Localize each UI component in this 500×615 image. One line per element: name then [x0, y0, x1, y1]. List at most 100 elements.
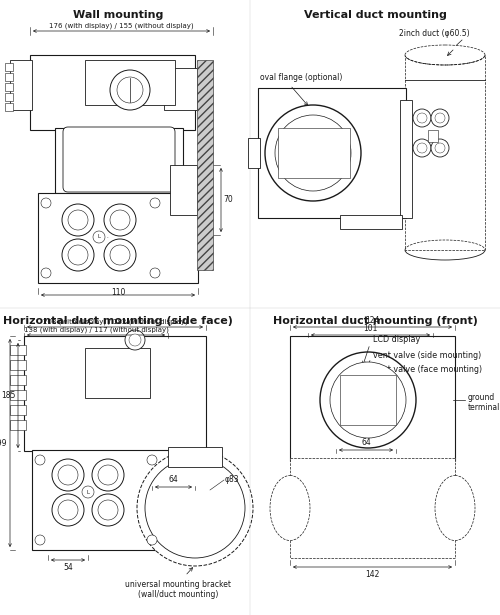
Circle shape	[137, 450, 253, 566]
Text: 54: 54	[63, 563, 73, 572]
Bar	[5, 73, 13, 81]
Circle shape	[92, 494, 124, 526]
Bar	[5, 103, 13, 111]
Bar	[85, 60, 175, 105]
Text: 138 (with display) / 117 (without display): 138 (with display) / 117 (without displa…	[24, 327, 169, 333]
Ellipse shape	[435, 475, 475, 541]
Bar	[30, 55, 195, 130]
Ellipse shape	[405, 45, 485, 65]
Bar	[10, 60, 32, 110]
Circle shape	[98, 465, 118, 485]
Bar	[290, 458, 455, 558]
Text: oval flange (optional): oval flange (optional)	[260, 73, 342, 82]
Bar	[405, 55, 485, 250]
Bar	[340, 375, 396, 425]
Circle shape	[265, 105, 361, 201]
Circle shape	[431, 109, 449, 127]
Bar	[10, 420, 26, 430]
Circle shape	[200, 195, 210, 205]
Bar	[10, 390, 26, 400]
Text: L: L	[86, 490, 90, 494]
Text: .: .	[106, 234, 108, 239]
Circle shape	[93, 231, 105, 243]
Circle shape	[200, 210, 210, 220]
Bar	[400, 100, 412, 218]
Bar	[290, 336, 455, 461]
Text: 2inch duct (φ60.5): 2inch duct (φ60.5)	[400, 29, 470, 38]
Text: Wall mounting: Wall mounting	[73, 10, 163, 20]
Circle shape	[417, 113, 427, 123]
Circle shape	[275, 115, 351, 191]
Bar	[340, 215, 402, 229]
Circle shape	[52, 494, 84, 526]
Text: LCD display: LCD display	[373, 336, 420, 344]
Circle shape	[117, 77, 143, 103]
Circle shape	[52, 459, 84, 491]
Bar	[197, 60, 213, 270]
Bar	[10, 345, 26, 355]
Circle shape	[413, 139, 431, 157]
Circle shape	[435, 113, 445, 123]
Bar	[10, 405, 26, 415]
Circle shape	[58, 500, 78, 520]
Circle shape	[125, 330, 145, 350]
Text: 199: 199	[0, 438, 7, 448]
FancyBboxPatch shape	[63, 127, 175, 192]
Circle shape	[98, 500, 118, 520]
Text: 203 (with display) / 182 (without display): 203 (with display) / 182 (without displa…	[42, 319, 188, 325]
Circle shape	[104, 204, 136, 236]
Text: vent valve (side mounting): vent valve (side mounting)	[373, 351, 481, 360]
Text: ground
terminal: ground terminal	[468, 393, 500, 413]
Bar	[5, 93, 13, 101]
Circle shape	[200, 180, 210, 190]
Bar	[248, 138, 260, 168]
Circle shape	[435, 143, 445, 153]
Circle shape	[129, 334, 141, 346]
Bar	[38, 193, 198, 283]
Bar	[24, 336, 206, 451]
Bar	[5, 63, 13, 71]
Text: 110: 110	[111, 288, 125, 297]
Circle shape	[110, 245, 130, 265]
Circle shape	[41, 198, 51, 208]
Text: Horizontal duct mounting (front): Horizontal duct mounting (front)	[272, 316, 478, 326]
Text: φ83: φ83	[225, 475, 240, 485]
Bar	[428, 130, 438, 142]
Bar	[32, 450, 182, 550]
Circle shape	[68, 210, 88, 230]
Circle shape	[200, 165, 210, 175]
Circle shape	[413, 109, 431, 127]
Bar	[164, 68, 197, 110]
Circle shape	[62, 204, 94, 236]
Circle shape	[35, 455, 45, 465]
Circle shape	[41, 268, 51, 278]
Circle shape	[417, 143, 427, 153]
Circle shape	[35, 535, 45, 545]
Text: 64: 64	[168, 475, 178, 484]
Text: 142: 142	[366, 570, 380, 579]
Bar	[10, 360, 26, 370]
Circle shape	[110, 210, 130, 230]
Circle shape	[82, 486, 94, 498]
Bar	[168, 447, 222, 467]
Circle shape	[110, 70, 150, 110]
Circle shape	[58, 465, 78, 485]
Ellipse shape	[270, 475, 310, 541]
Circle shape	[150, 198, 160, 208]
Text: 101: 101	[364, 324, 378, 333]
Bar	[258, 88, 406, 218]
Text: universal mounting bracket
(wall/duct mounting): universal mounting bracket (wall/duct mo…	[125, 580, 231, 600]
Circle shape	[431, 139, 449, 157]
Circle shape	[320, 352, 416, 448]
Text: 64: 64	[361, 438, 371, 447]
Text: 176 (with display) / 155 (without display): 176 (with display) / 155 (without displa…	[49, 23, 194, 29]
Bar	[55, 128, 183, 193]
Bar	[5, 83, 13, 91]
Text: Vertical duct mounting: Vertical duct mounting	[304, 10, 446, 20]
Circle shape	[150, 268, 160, 278]
Bar	[10, 375, 26, 385]
Circle shape	[104, 239, 136, 271]
Text: vent valve (face mounting): vent valve (face mounting)	[373, 365, 482, 375]
Bar	[278, 128, 350, 178]
Circle shape	[62, 239, 94, 271]
